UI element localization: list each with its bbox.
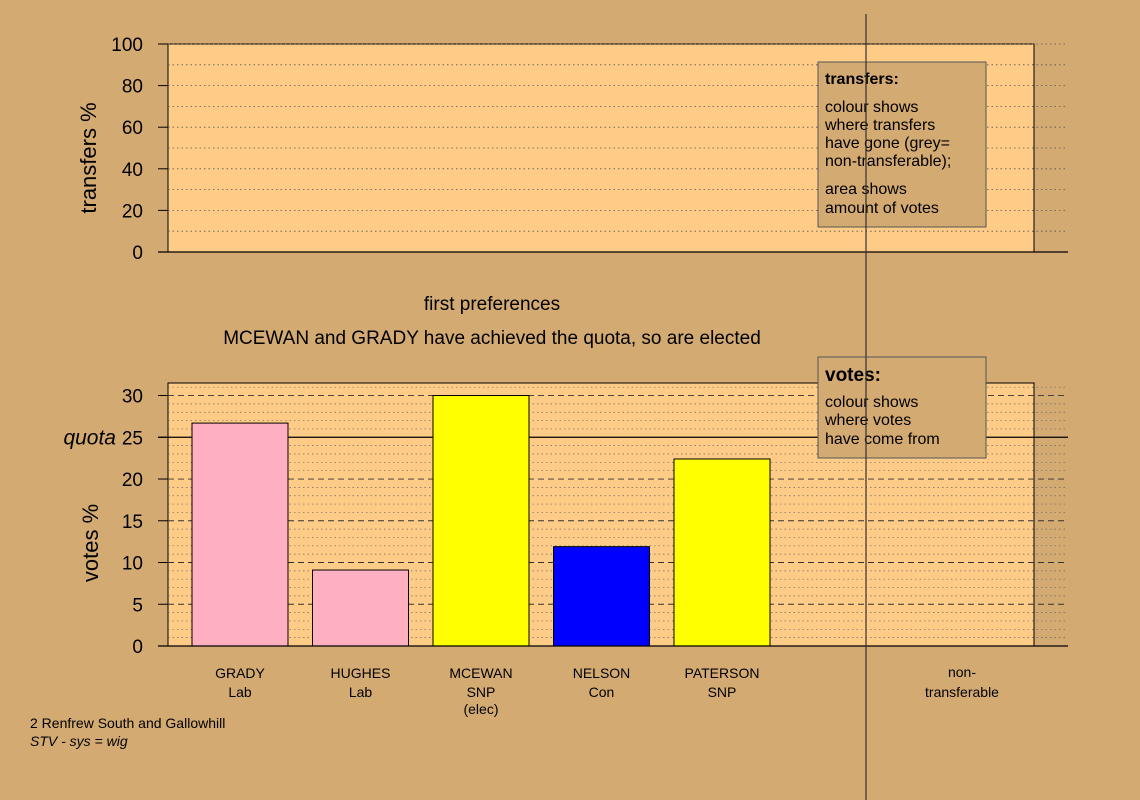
transfers-legend-line3: have gone (grey= — [825, 135, 950, 152]
transfers-y-axis-label: transfers % — [76, 102, 101, 213]
candidate-party-label: SNP — [467, 684, 496, 700]
transfers-legend-box — [817, 61, 987, 228]
bar-nelson — [553, 546, 650, 647]
footer-constituency: 2 Renfrew South and Gallowhill — [30, 715, 225, 731]
transfers-legend-line2: where transfers — [824, 117, 935, 134]
transfers-y-ticks: 0 20 40 60 80 100 — [111, 35, 168, 264]
transfers-y-tick-label: 0 — [132, 243, 143, 264]
transfers-y-tick-label: 100 — [111, 35, 143, 56]
quota-label: quota — [63, 426, 116, 449]
votes-legend-title: votes: — [825, 365, 881, 386]
votes-y-tick-label: 30 — [122, 387, 143, 408]
votes-y-tick-label: 15 — [122, 512, 143, 533]
footer-system: STV - sys = wig — [30, 733, 128, 749]
votes-y-tick-label: 20 — [122, 470, 143, 491]
votes-y-tick-label: 25 — [122, 428, 143, 449]
transfers-y-tick-label: 60 — [122, 118, 143, 139]
votes-y-tick-label: 0 — [132, 637, 143, 658]
transfers-y-tick-label: 40 — [122, 160, 143, 181]
votes-legend-box — [817, 356, 987, 459]
votes-legend-line1: colour shows — [825, 394, 918, 411]
nontransferable-label-line1: non- — [948, 664, 976, 680]
candidate-party-label: SNP — [708, 684, 737, 700]
transfers-gridlines — [158, 43, 1068, 253]
candidate-name-label: HUGHES — [331, 665, 391, 681]
transfers-legend: transfers: colour shows where transfers … — [817, 61, 987, 228]
candidate-name-label: PATERSON — [685, 665, 760, 681]
votes-y-tick-label: 10 — [122, 554, 143, 575]
votes-legend-line2: where votes — [824, 412, 911, 429]
bar-paterson — [673, 458, 771, 647]
candidate-status-label: (elec) — [463, 701, 498, 717]
chart-subtitle: MCEWAN and GRADY have achieved the quota… — [223, 328, 761, 349]
transfers-legend-line6: amount of votes — [825, 200, 939, 217]
votes-bars — [191, 395, 771, 647]
bar-hughes — [312, 569, 409, 647]
votes-y-ticks: 0 5 10 15 20 25 30 — [122, 387, 168, 658]
candidate-labels: GRADYLabHUGHESLabMCEWANSNP(elec)NELSONCo… — [215, 665, 759, 717]
votes-legend: votes: colour shows where votes have com… — [817, 356, 987, 459]
candidate-party-label: Lab — [349, 684, 373, 700]
votes-legend-line3: have come from — [825, 431, 940, 448]
bar-mcewan — [432, 395, 530, 647]
transfers-y-tick-label: 20 — [122, 201, 143, 222]
candidate-name-label: GRADY — [215, 665, 265, 681]
candidate-party-label: Con — [589, 684, 615, 700]
nontransferable-label-line2: transferable — [925, 684, 999, 700]
votes-y-axis-label: votes % — [78, 504, 103, 582]
transfers-legend-title: transfers: — [825, 71, 899, 88]
candidate-name-label: NELSON — [573, 665, 631, 681]
transfers-y-tick-label: 80 — [122, 77, 143, 98]
chart-title: first preferences — [424, 294, 560, 315]
transfers-legend-line4: non-transferable); — [825, 153, 951, 170]
candidate-party-label: Lab — [228, 684, 252, 700]
bar-grady — [191, 422, 289, 647]
transfers-legend-line1: colour shows — [825, 99, 918, 116]
candidate-name-label: MCEWAN — [449, 665, 512, 681]
votes-y-tick-label: 5 — [132, 595, 143, 616]
votes-panel: 0 5 10 15 20 25 30 quota GRADY Lab HUGHES Lab MCEW… — [63, 382, 1068, 717]
